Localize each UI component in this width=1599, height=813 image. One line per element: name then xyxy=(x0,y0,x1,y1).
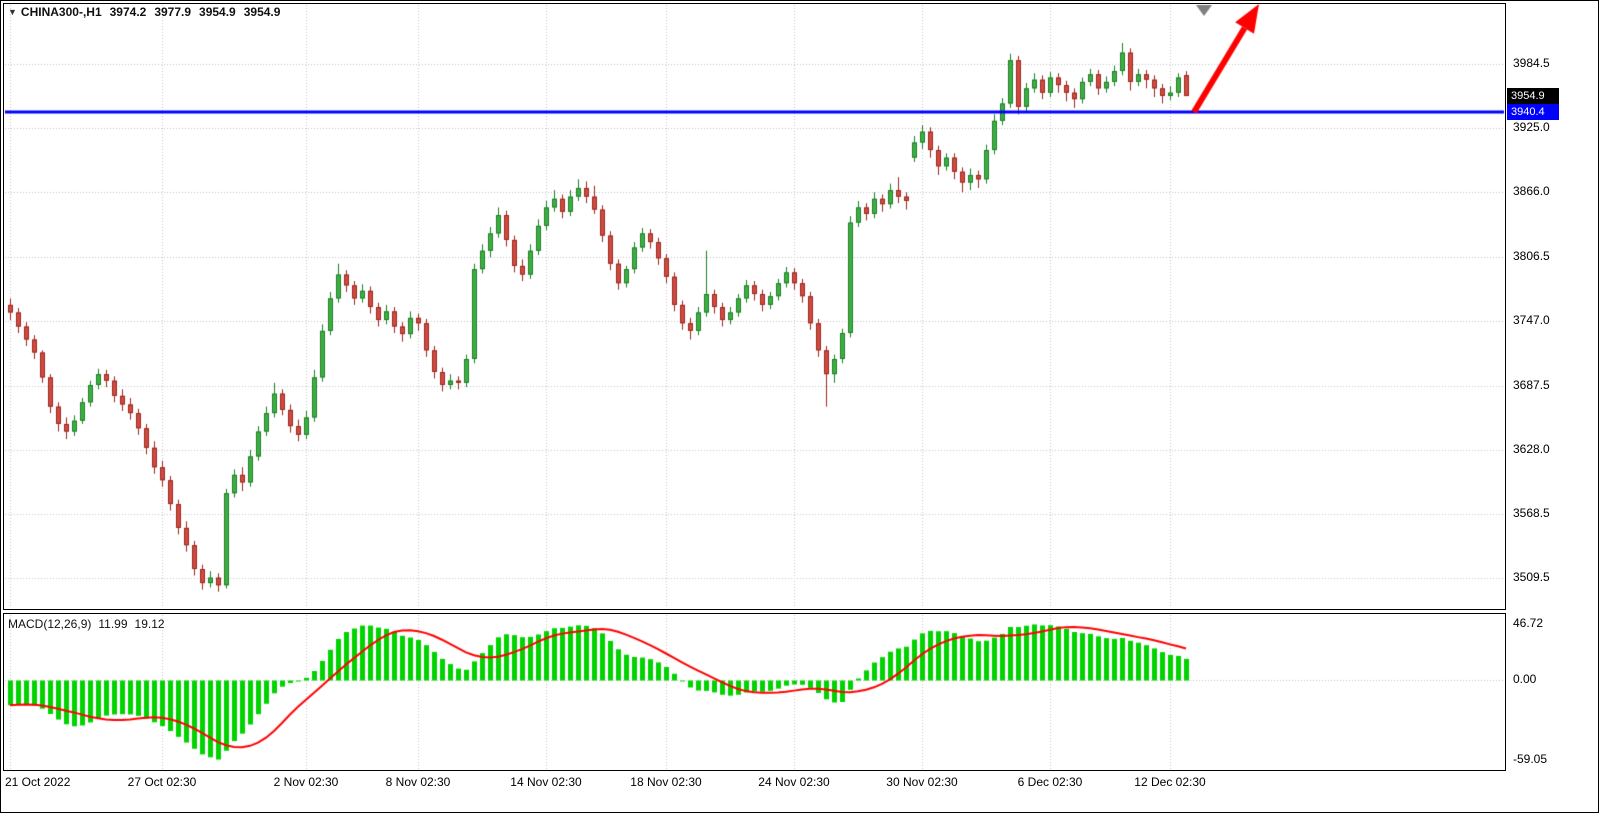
time-axis-label: 14 Nov 02:30 xyxy=(510,775,582,789)
price-axis-label: 3866.0 xyxy=(1513,184,1550,198)
price-axis-label: 3568.5 xyxy=(1513,506,1550,520)
symbol-timeframe-label: CHINA300-,H1 xyxy=(20,5,102,19)
macd-indicator-name: MACD(12,26,9) xyxy=(8,617,92,631)
macd-axis-label: -59.05 xyxy=(1513,752,1548,766)
time-axis-label: 27 Oct 02:30 xyxy=(127,775,197,789)
price-axis-label: 3509.5 xyxy=(1513,570,1550,584)
quote-low: 3954.9 xyxy=(199,5,236,19)
time-axis-label: 21 Oct 2022 xyxy=(5,775,71,789)
chart-header: ▼ CHINA300-,H1 3974.2 3977.9 3954.9 3954.9 xyxy=(8,5,280,19)
quote-close: 3954.9 xyxy=(243,5,281,19)
time-axis-label: 6 Dec 02:30 xyxy=(1017,775,1083,789)
price-axis-label: 3628.0 xyxy=(1513,442,1550,456)
price-axis-label: 3806.5 xyxy=(1513,249,1550,263)
quote-open: 3974.2 xyxy=(109,5,147,19)
price-tag: 3954.9 xyxy=(1507,88,1559,104)
time-axis-label: 30 Nov 02:30 xyxy=(886,775,958,789)
time-axis-label: 8 Nov 02:30 xyxy=(385,775,451,789)
price-axis-label: 3984.5 xyxy=(1513,56,1550,70)
macd-label: MACD(12,26,9) 11.99 19.12 xyxy=(8,617,165,631)
time-axis-label: 12 Dec 02:30 xyxy=(1134,775,1206,789)
time-axis-label: 18 Nov 02:30 xyxy=(630,775,702,789)
macd-axis-label: 0.00 xyxy=(1513,672,1537,686)
macd-main-value: 11.99 xyxy=(98,617,128,631)
macd-axis-label: 46.72 xyxy=(1513,616,1544,630)
price-axis-label: 3687.5 xyxy=(1513,378,1550,392)
time-axis-label: 24 Nov 02:30 xyxy=(758,775,830,789)
price-axis-label: 3747.0 xyxy=(1513,313,1550,327)
price-axis-label: 3925.0 xyxy=(1513,120,1550,134)
symbol-dropdown-icon: ▼ xyxy=(8,7,17,17)
quote-high: 3977.9 xyxy=(154,5,192,19)
time-axis-label: 2 Nov 02:30 xyxy=(273,775,339,789)
hline-tag: 3940.4 xyxy=(1507,104,1559,120)
macd-signal-value: 19.12 xyxy=(134,617,165,631)
